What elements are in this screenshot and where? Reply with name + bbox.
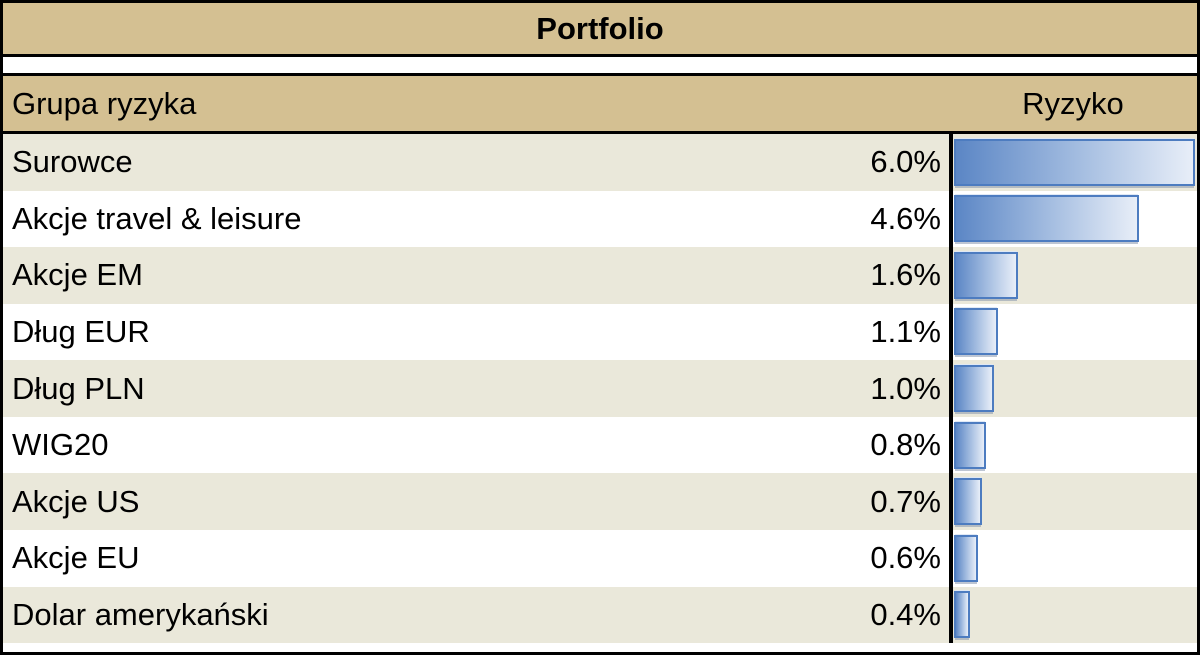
table-row: Akcje EU 0.6% <box>3 529 1197 587</box>
risk-bar-cell <box>949 190 1197 248</box>
row-risk-value: 1.0% <box>870 370 941 406</box>
row-risk-value: 0.6% <box>870 540 941 576</box>
risk-data-bar <box>954 478 983 526</box>
risk-data-bar <box>954 534 979 582</box>
row-label: Dług PLN <box>12 370 145 406</box>
row-label: Dolar amerykański <box>12 596 269 632</box>
row-label: WIG20 <box>12 427 109 463</box>
risk-bar-cell <box>949 303 1197 361</box>
table-row: Dolar amerykański 0.4% <box>3 586 1197 644</box>
risk-data-bar <box>954 421 987 469</box>
column-header-group: Grupa ryzyka <box>12 85 197 121</box>
table-header-row: Grupa ryzyka Ryzyko <box>3 76 1197 134</box>
table-row: Dług EUR 1.1% <box>3 303 1197 361</box>
table-row: Dług PLN 1.0% <box>3 360 1197 417</box>
row-label: Akcje travel & leisure <box>12 200 302 236</box>
row-label: Surowce <box>12 144 133 180</box>
row-risk-value: 0.4% <box>870 596 941 632</box>
risk-data-bar <box>954 365 995 413</box>
table-row: Akcje EM 1.6% <box>3 247 1197 304</box>
table-rows: Surowce 6.0% Akcje travel & leisure 4.6% Akc… <box>3 134 1197 644</box>
risk-data-bar <box>954 195 1139 243</box>
row-label: Akcje EM <box>12 257 143 293</box>
risk-bar-cell <box>949 473 1197 530</box>
risk-bar-cell <box>949 247 1197 304</box>
risk-bar-cell <box>949 360 1197 417</box>
risk-data-bar <box>954 591 971 639</box>
risk-bar-cell <box>949 134 1197 191</box>
risk-data-bar <box>954 308 999 356</box>
risk-bar-cell <box>949 529 1197 587</box>
risk-data-bar <box>954 138 1195 186</box>
table-row: Surowce 6.0% <box>3 134 1197 191</box>
risk-bar-cell <box>949 416 1197 474</box>
table-row: Akcje US 0.7% <box>3 473 1197 530</box>
risk-bar-cell <box>949 586 1197 644</box>
title-band: Portfolio <box>3 3 1197 57</box>
table-row: WIG20 0.8% <box>3 416 1197 474</box>
column-header-risk: Ryzyko <box>1022 85 1124 121</box>
row-label: Akcje EU <box>12 540 140 576</box>
table-row: Akcje travel & leisure 4.6% <box>3 190 1197 248</box>
row-risk-value: 1.1% <box>870 313 941 349</box>
row-label: Dług EUR <box>12 313 150 349</box>
row-risk-value: 1.6% <box>870 257 941 293</box>
row-risk-value: 6.0% <box>870 144 941 180</box>
risk-data-bar <box>954 251 1019 299</box>
row-risk-value: 0.8% <box>870 427 941 463</box>
row-risk-value: 0.7% <box>870 483 941 519</box>
row-label: Akcje US <box>12 483 140 519</box>
page-title: Portfolio <box>536 10 664 46</box>
spacer-band <box>3 57 1197 76</box>
row-risk-value: 4.6% <box>870 200 941 236</box>
